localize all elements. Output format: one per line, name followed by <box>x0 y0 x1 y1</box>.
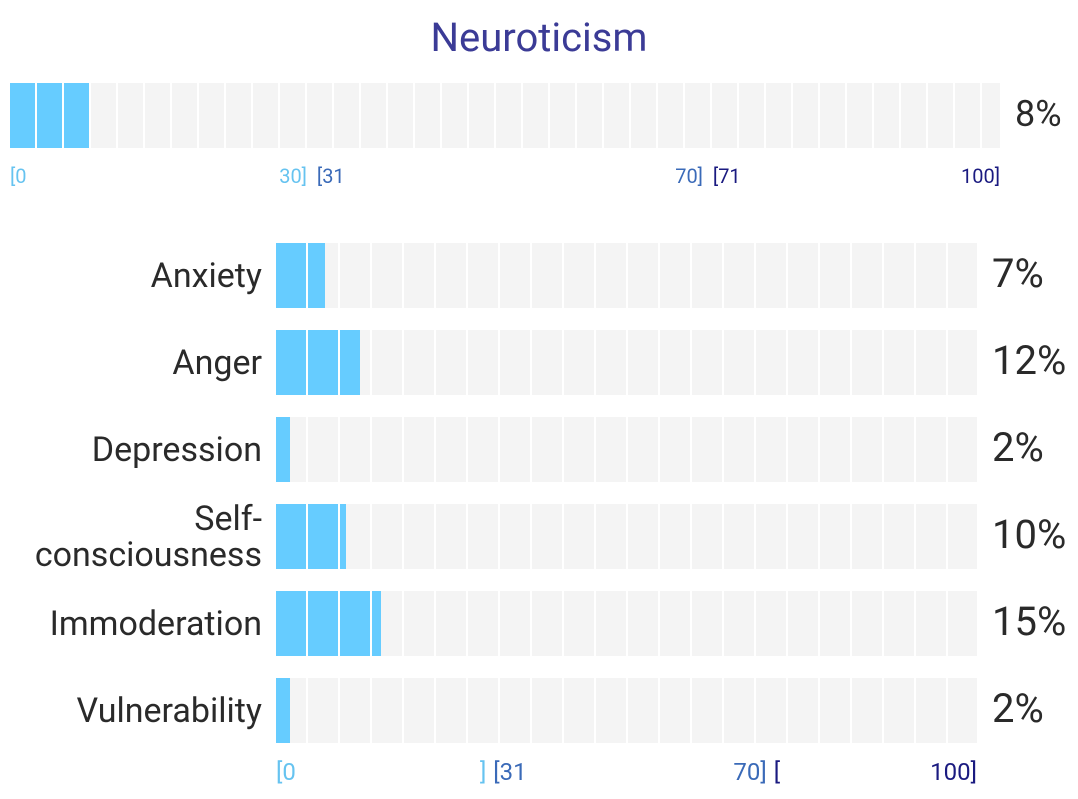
bar-cells <box>276 243 977 308</box>
x-tick-label: ] <box>479 758 487 786</box>
bar-track <box>276 591 977 656</box>
bar-cells <box>276 678 977 743</box>
value-label: 2% <box>992 423 1044 471</box>
category-label: Immoderation <box>49 603 262 644</box>
x-tick-label: 30] <box>279 164 307 188</box>
value-label: 10% <box>992 510 1067 558</box>
bar-track <box>10 83 1000 148</box>
x-tick-label: [71 <box>712 164 741 188</box>
bar-cells <box>10 83 1000 148</box>
x-tick-label: [31 <box>493 758 527 786</box>
x-tick-label: [ <box>773 758 781 786</box>
bar-track <box>276 678 977 743</box>
value-label: 7% <box>992 249 1044 297</box>
value-label: 8% <box>1015 92 1062 135</box>
value-label: 2% <box>992 684 1044 732</box>
bar-cells <box>276 591 977 656</box>
x-tick-label: 70] <box>733 758 767 786</box>
bar-track <box>276 243 977 308</box>
category-label: Anxiety <box>150 255 262 296</box>
bar-cells <box>276 330 977 395</box>
x-tick-label: [0 <box>10 164 27 188</box>
bar-track <box>276 417 977 482</box>
bar-cells <box>276 504 977 569</box>
category-label: Vulnerability <box>76 690 262 731</box>
category-label: Depression <box>91 429 262 470</box>
x-tick-label: 100] <box>960 164 1000 188</box>
bar-track <box>276 330 977 395</box>
bar-cells <box>276 417 977 482</box>
x-tick-label: [31 <box>316 164 345 188</box>
x-tick-label: 100] <box>930 758 977 786</box>
value-label: 15% <box>992 597 1067 645</box>
x-tick-label: 70] <box>675 164 703 188</box>
category-label: Self-consciousness <box>34 498 262 575</box>
value-label: 12% <box>992 336 1067 384</box>
chart-title: Neuroticism <box>430 14 648 61</box>
category-label: Anger <box>172 342 262 383</box>
bar-track <box>276 504 977 569</box>
x-tick-label: [0 <box>276 758 296 786</box>
